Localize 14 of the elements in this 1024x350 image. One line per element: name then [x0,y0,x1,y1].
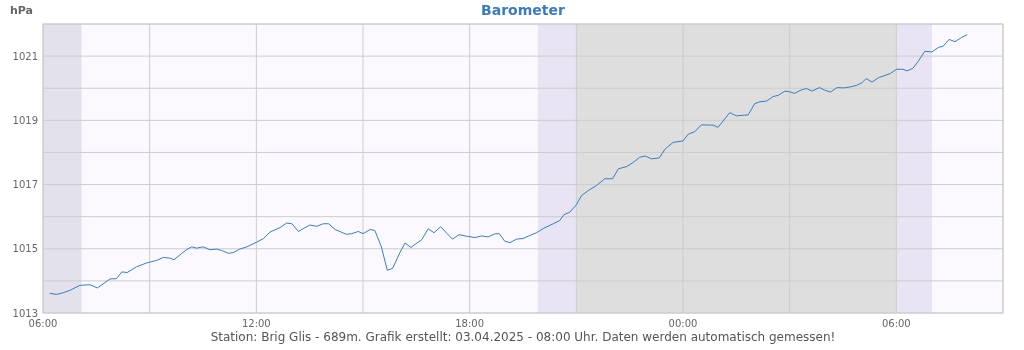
y-tick-label: 1019 [12,114,38,126]
x-tick-label: 06:00 [881,318,911,329]
x-tick-label: 12:00 [241,318,271,329]
y-tick-label: 1021 [12,50,38,62]
y-axis-title: hPa [10,4,34,17]
x-tick-label: 18:00 [455,318,485,329]
chart-title: Barometer [481,2,565,18]
text: Station: Brig Glis - 689m. Grafik erstellt: 03.04.2025 - 08:00 Uhr. Daten werden automatisch gemessen! [210,330,836,344]
y-tick-label: 1015 [12,243,38,255]
x-tick-label: 00:00 [668,318,698,329]
y-tick-label: 1017 [12,179,38,191]
line-series [49,34,968,295]
y-tick-label: 1013 [12,307,38,319]
x-tick-label: 06:00 [28,318,58,329]
